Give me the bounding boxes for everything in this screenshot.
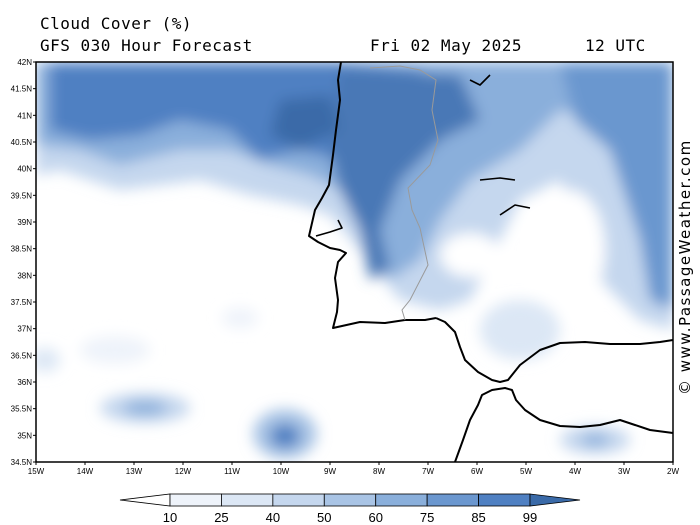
lon-label: 6W [471, 467, 483, 476]
lat-label: 42N [17, 58, 32, 67]
lat-label: 37.5N [11, 298, 33, 307]
colorbar-segment [221, 493, 274, 507]
reservoir-1 [479, 177, 516, 181]
lat-label: 36.5N [11, 351, 33, 360]
lon-label: 5W [520, 467, 532, 476]
colorbar-label: 50 [317, 510, 331, 525]
lat-label: 37N [17, 325, 32, 334]
colorbar-high-arrow [529, 493, 581, 507]
colorbar-label: 75 [420, 510, 434, 525]
lon-label: 8W [373, 467, 385, 476]
portugal-coastline [308, 61, 437, 329]
lon-label: 12W [175, 467, 192, 476]
colorbar: 10 25 40 50 60 75 85 99 [119, 493, 581, 525]
lat-label: 35N [17, 431, 32, 440]
map-frame [35, 61, 674, 463]
colorbar-low-arrow [119, 493, 171, 507]
reservoir-2 [499, 204, 531, 216]
colorbar-label: 85 [471, 510, 485, 525]
lon-label: 11W [224, 467, 240, 476]
lat-label: 34.5N [11, 458, 33, 467]
lat-label: 40.5N [11, 138, 33, 147]
colorbar-label: 10 [163, 510, 177, 525]
lat-label: 35.5N [11, 405, 33, 414]
tagus-estuary [315, 219, 343, 237]
lon-label: 3W [618, 467, 630, 476]
cloud-field [36, 62, 673, 459]
colorbar-segment [323, 493, 377, 507]
colorbar-label: 25 [214, 510, 228, 525]
lon-label: 10W [273, 467, 290, 476]
spain-south-coastline [435, 317, 674, 383]
forecast-time: 12 UTC [585, 36, 646, 55]
forecast-date: Fri 02 May 2025 [370, 36, 522, 55]
colorbar-segment [426, 493, 479, 507]
lat-label: 40N [17, 165, 32, 174]
colorbar-segment [272, 493, 325, 507]
lat-label: 41N [17, 111, 32, 120]
chart-title: Cloud Cover (%) [40, 14, 192, 33]
lat-label: 36N [17, 378, 32, 387]
lon-label: 2W [667, 467, 679, 476]
morocco-coastline [454, 387, 674, 463]
lat-label: 38N [17, 271, 32, 280]
latitude-axis: 42N 41.5N 41N 40.5N 40N 39.5N 39N 38.5N 38N 37.5N… [11, 58, 36, 467]
lon-label: 9W [324, 467, 336, 476]
lat-label: 38.5N [11, 245, 33, 254]
coastlines [308, 61, 674, 463]
colorbar-label: 60 [368, 510, 382, 525]
lat-label: 39.5N [11, 191, 33, 200]
lon-label: 15W [28, 467, 45, 476]
lat-label: 41.5N [11, 85, 33, 94]
portugal-spain-border [369, 65, 439, 321]
lon-label: 7W [422, 467, 434, 476]
colorbar-label: 40 [266, 510, 280, 525]
lon-label: 13W [126, 467, 143, 476]
lat-label: 39N [17, 218, 32, 227]
colorbar-segment [478, 493, 531, 507]
colorbar-segment [169, 493, 222, 507]
colorbar-segment [375, 493, 428, 507]
longitude-axis: 15W 14W 13W 12W 11W 10W 9W 8W 7W 6W 5W 4W 3W 2W [28, 462, 679, 476]
lon-label: 4W [569, 467, 581, 476]
lon-label: 14W [77, 467, 94, 476]
colorbar-label: 99 [523, 510, 537, 525]
map-panel [35, 61, 674, 463]
reservoir-3 [469, 74, 491, 86]
forecast-subtitle: GFS 030 Hour Forecast [40, 36, 253, 55]
